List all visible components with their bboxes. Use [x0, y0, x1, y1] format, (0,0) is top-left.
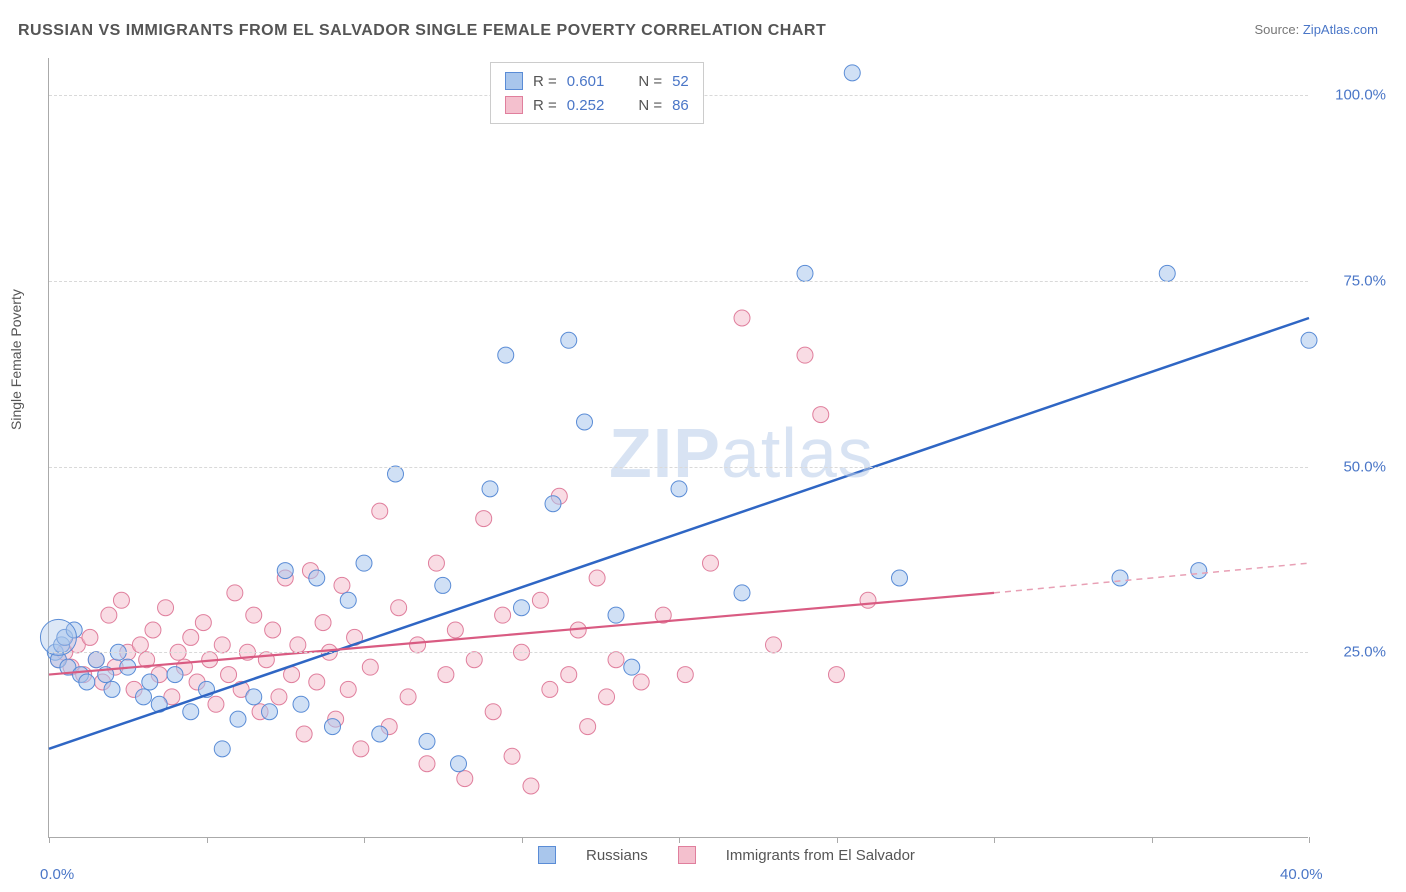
- r-value-salvador: 0.252: [567, 97, 605, 114]
- stats-legend: R = 0.601 N = 52 R = 0.252 N = 86: [490, 62, 704, 124]
- series-label-russians: Russians: [586, 847, 648, 864]
- y-tick-label: 100.0%: [1335, 87, 1386, 104]
- r-prefix: R =: [533, 73, 557, 90]
- source-prefix: Source:: [1254, 22, 1302, 37]
- series-label-salvador: Immigrants from El Salvador: [726, 847, 915, 864]
- swatch-salvador: [678, 846, 696, 864]
- source-attribution: Source: ZipAtlas.com: [1254, 22, 1378, 37]
- y-tick-label: 75.0%: [1343, 272, 1386, 289]
- n-prefix: N =: [638, 73, 662, 90]
- chart-title: RUSSIAN VS IMMIGRANTS FROM EL SALVADOR S…: [18, 22, 826, 40]
- y-tick-label: 25.0%: [1343, 644, 1386, 661]
- stats-row-salvador: R = 0.252 N = 86: [505, 93, 689, 117]
- swatch-russians: [505, 72, 523, 90]
- swatch-salvador: [505, 96, 523, 114]
- x-tick-label: 0.0%: [40, 866, 74, 883]
- r-value-russians: 0.601: [567, 73, 605, 90]
- r-prefix: R =: [533, 97, 557, 114]
- n-value-salvador: 86: [672, 97, 689, 114]
- y-tick-label: 50.0%: [1343, 458, 1386, 475]
- plot-area: ZIPatlas: [48, 58, 1308, 838]
- scatter-svg: [49, 58, 1309, 838]
- source-link[interactable]: ZipAtlas.com: [1303, 22, 1378, 37]
- n-prefix: N =: [638, 97, 662, 114]
- n-value-russians: 52: [672, 73, 689, 90]
- series-legend: Russians Immigrants from El Salvador: [538, 846, 915, 864]
- x-tick-label: 40.0%: [1280, 866, 1323, 883]
- stats-row-russians: R = 0.601 N = 52: [505, 69, 689, 93]
- y-axis-label: Single Female Poverty: [8, 289, 24, 430]
- swatch-russians: [538, 846, 556, 864]
